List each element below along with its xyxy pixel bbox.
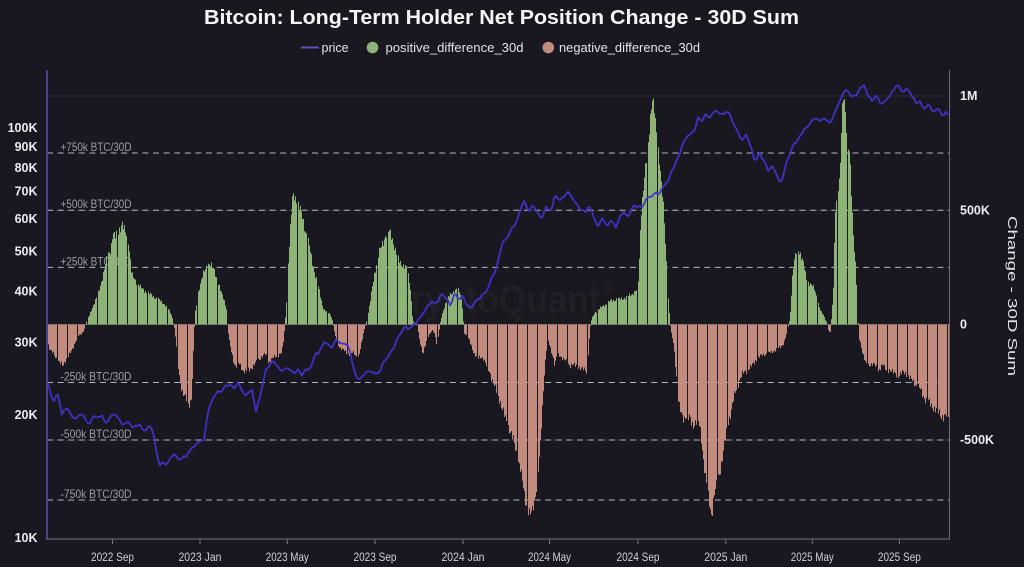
svg-text:-250k BTC/30D: -250k BTC/30D — [61, 370, 132, 384]
svg-text:70K: 70K — [15, 185, 38, 199]
svg-text:2022 Sep: 2022 Sep — [91, 552, 134, 564]
svg-text:+500k BTC/30D: +500k BTC/30D — [61, 197, 132, 211]
svg-text:2024 Sep: 2024 Sep — [617, 552, 660, 564]
svg-text:40K: 40K — [15, 284, 38, 298]
svg-text:-750k BTC/30D: -750k BTC/30D — [61, 487, 132, 501]
svg-text:1M: 1M — [960, 89, 977, 103]
svg-text:-500K: -500K — [960, 433, 994, 447]
svg-text:-500k BTC/30D: -500k BTC/30D — [61, 427, 132, 441]
svg-text:2025 Sep: 2025 Sep — [878, 552, 921, 564]
svg-text:2023 Sep: 2023 Sep — [354, 552, 397, 564]
svg-text:10K: 10K — [15, 531, 38, 545]
svg-text:90K: 90K — [15, 140, 38, 154]
svg-text:20K: 20K — [15, 408, 38, 422]
svg-text:+750k BTC/30D: +750k BTC/30D — [61, 140, 132, 154]
svg-text:Bitcoin: Long-Term Holder Net: Bitcoin: Long-Term Holder Net Position C… — [204, 7, 799, 29]
svg-text:2023 Jan: 2023 Jan — [179, 552, 222, 564]
svg-text:60K: 60K — [15, 212, 38, 226]
svg-text:+: + — [603, 278, 615, 300]
svg-text:negative_difference_30d: negative_difference_30d — [559, 41, 700, 55]
svg-text:0: 0 — [960, 318, 967, 332]
svg-text:2024 May: 2024 May — [528, 552, 571, 564]
svg-text:100K: 100K — [8, 121, 38, 135]
svg-text:2023 May: 2023 May — [266, 552, 309, 564]
svg-text:Change - 30D Sum: Change - 30D Sum — [1005, 216, 1020, 376]
svg-text:2025 Jan: 2025 Jan — [704, 552, 747, 564]
svg-text:price: price — [322, 41, 349, 55]
svg-text:50K: 50K — [15, 245, 38, 259]
svg-text:80K: 80K — [15, 161, 38, 175]
svg-text:500K: 500K — [960, 203, 990, 217]
svg-text:30K: 30K — [15, 336, 38, 350]
svg-text:CryptoQuant: CryptoQuant — [386, 278, 601, 322]
svg-text:positive_difference_30d: positive_difference_30d — [386, 41, 524, 55]
svg-text:2024 Jan: 2024 Jan — [442, 552, 485, 564]
svg-text:2025 May: 2025 May — [791, 552, 834, 564]
